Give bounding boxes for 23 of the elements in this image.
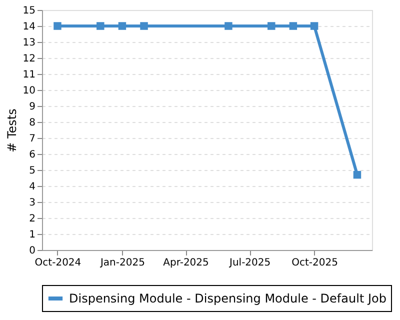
x-tick-label: Apr-2025: [163, 258, 209, 268]
y-tick-label: 14: [22, 22, 36, 32]
y-tick-label: 7: [29, 134, 36, 144]
y-tick-label: 4: [29, 182, 36, 192]
y-axis-title: # Tests: [4, 108, 19, 152]
y-tick-label: 3: [29, 198, 36, 208]
y-tick-label: 13: [22, 38, 36, 48]
y-tick-label: 5: [29, 166, 36, 176]
x-tick-label: Oct-2025: [292, 258, 338, 268]
y-tick-label: 8: [29, 118, 36, 128]
legend-label: Dispensing Module - Dispensing Module - Default Job: [69, 292, 386, 306]
y-tick-label: 6: [29, 150, 36, 160]
y-tick-label: 9: [29, 102, 36, 112]
y-tick-label: 10: [22, 86, 36, 96]
x-tick-label: Jul-2025: [228, 258, 271, 268]
x-tick-label: Jan-2025: [99, 258, 145, 268]
y-tick-label: 1: [29, 230, 36, 240]
y-tick-label: 15: [22, 6, 36, 16]
y-tick-label: 11: [22, 70, 36, 80]
y-tick-label: 0: [29, 246, 36, 256]
y-tick-label: 2: [29, 214, 36, 224]
x-tick-label: Oct-2024: [34, 258, 82, 268]
y-tick-label: 12: [22, 54, 36, 64]
